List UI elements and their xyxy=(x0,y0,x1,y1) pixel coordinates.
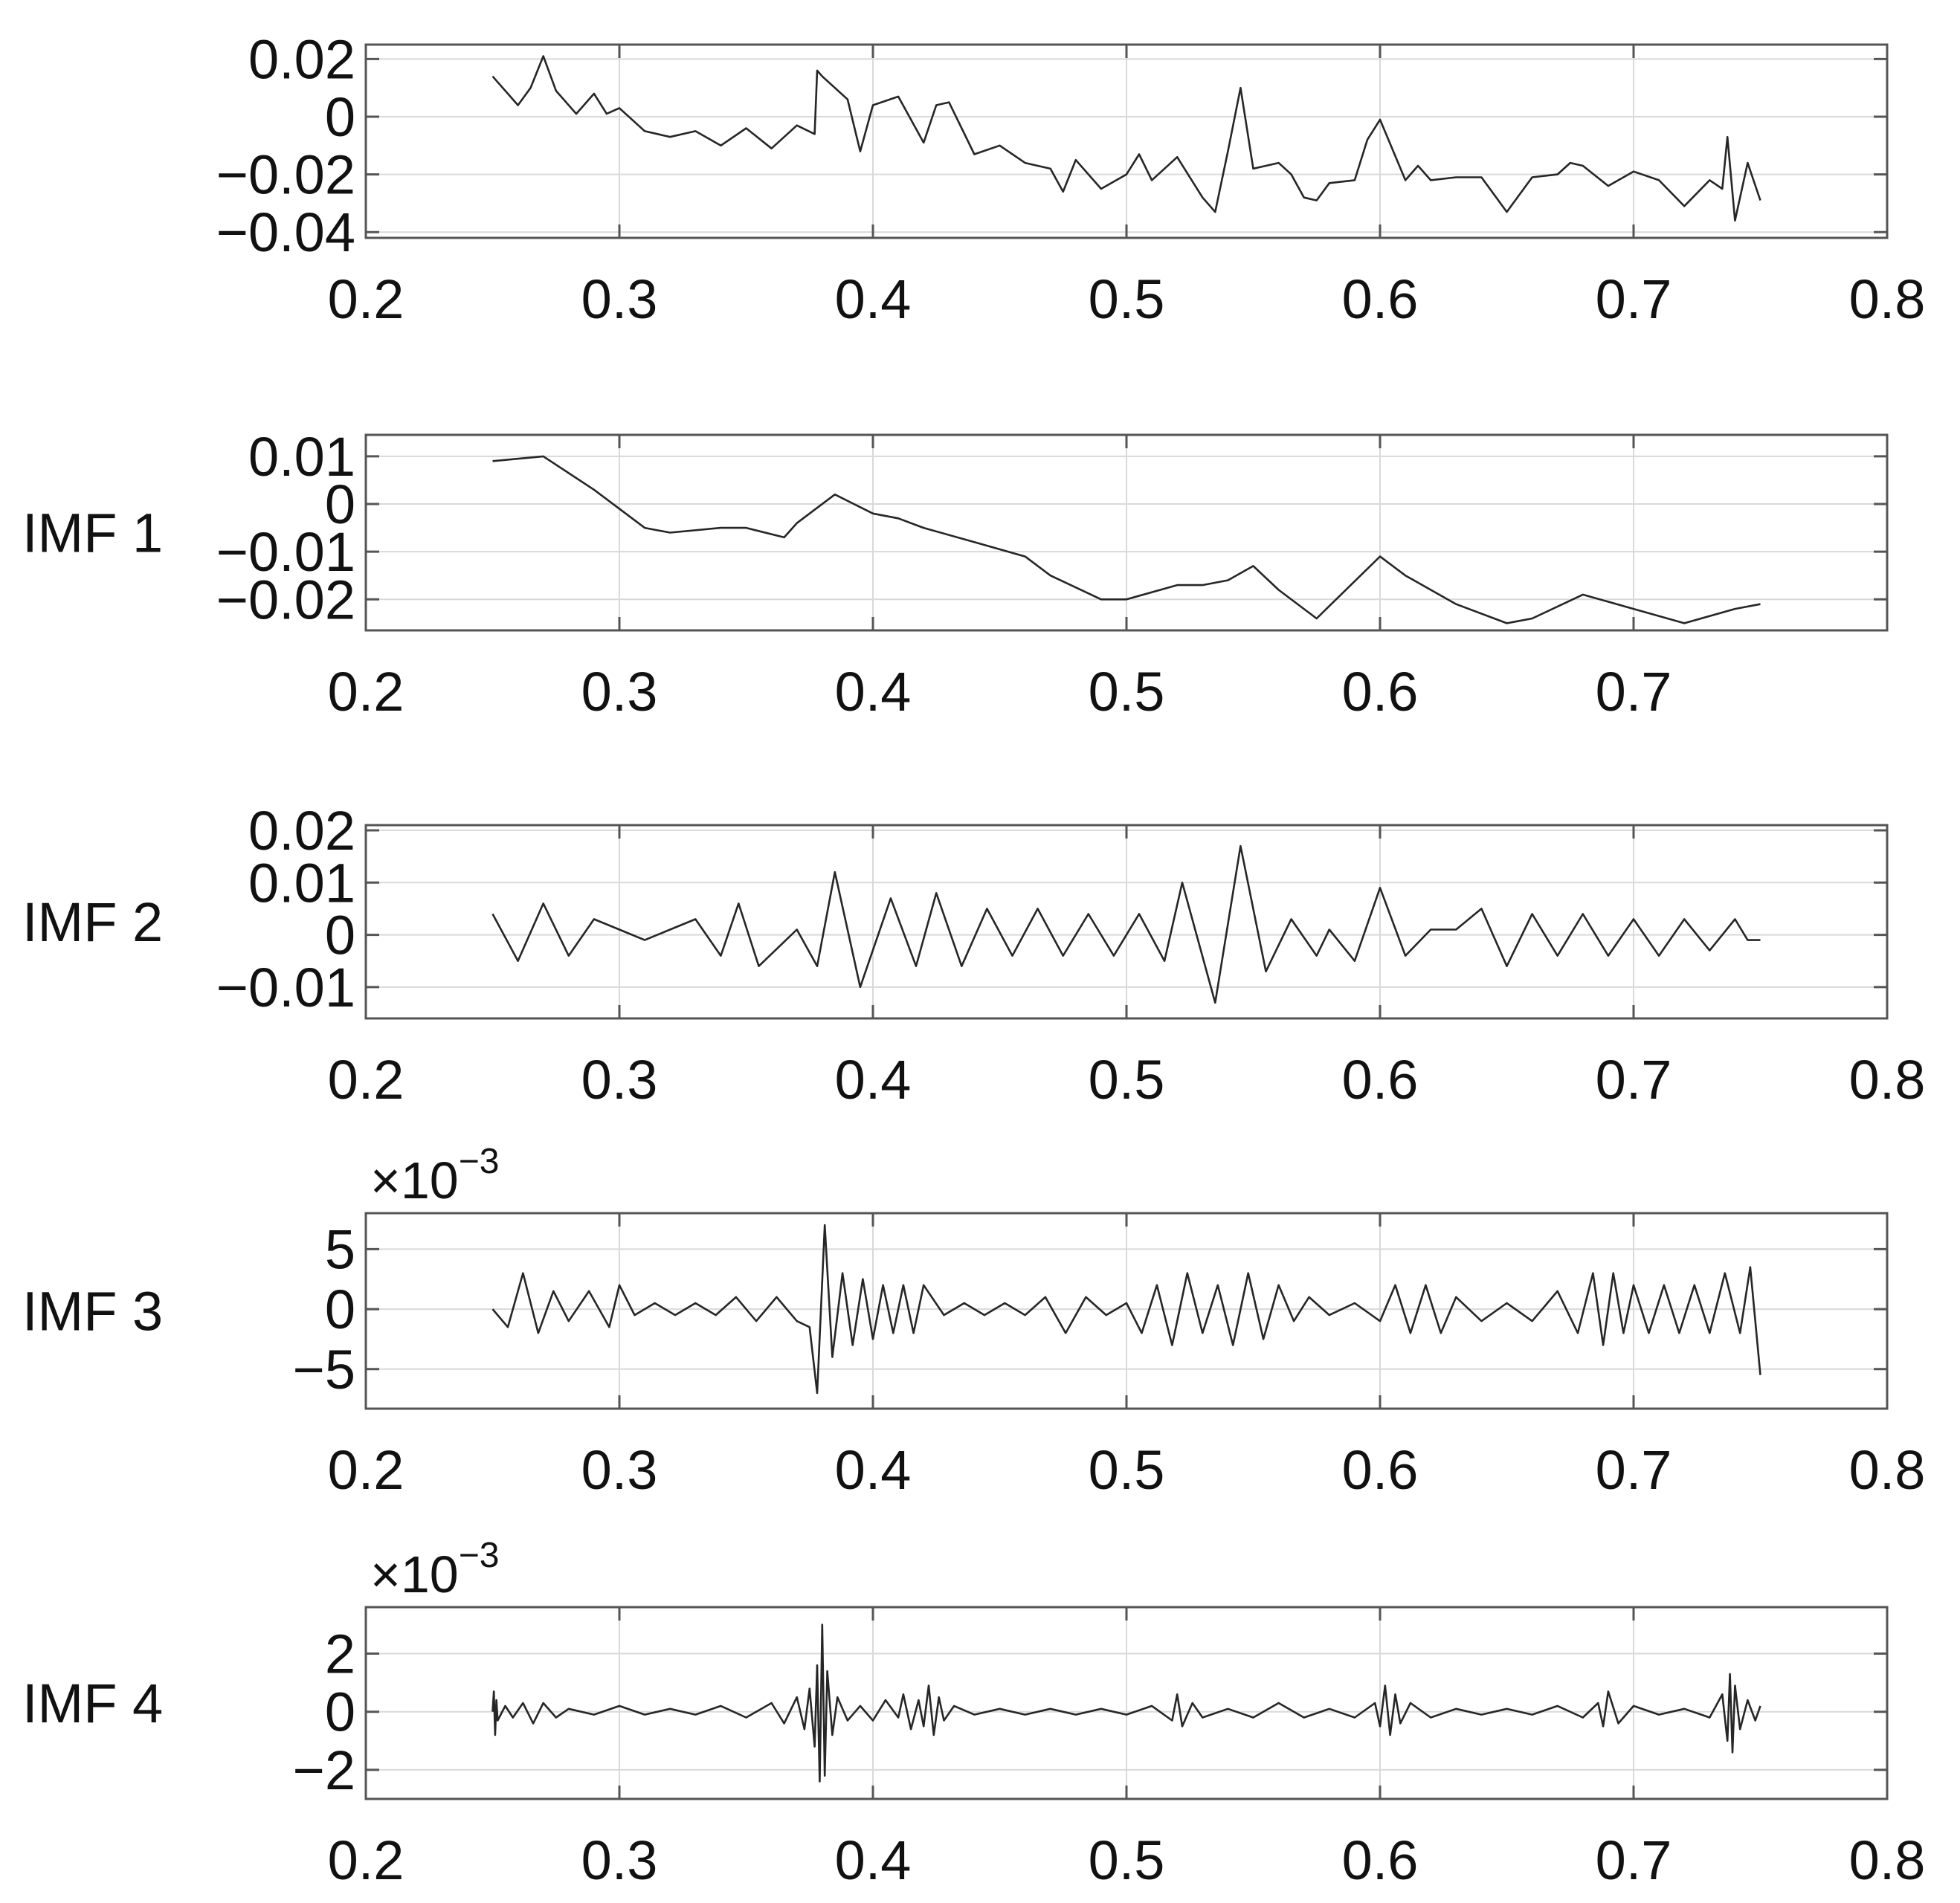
x-tick-label: 0.2 xyxy=(328,661,404,723)
x-tick-label: 0.3 xyxy=(581,1439,658,1501)
x-tick-label: 0.6 xyxy=(1342,1439,1419,1501)
y-axis-label: IMF 2 xyxy=(22,891,163,953)
y-tick-label: −0.01 xyxy=(216,521,355,583)
y-tick-label: 0 xyxy=(325,1279,355,1340)
x-tick-label: 0.5 xyxy=(1089,1829,1165,1891)
x-tick-label: 0.7 xyxy=(1596,1439,1672,1501)
x-tick-label: 0.5 xyxy=(1089,1049,1165,1111)
x-tick-label: 0.7 xyxy=(1596,268,1672,330)
y-tick-label: 0 xyxy=(325,905,355,966)
x-tick-label: 0.6 xyxy=(1342,1049,1419,1111)
y-tick-label: 2 xyxy=(325,1623,355,1685)
x-tick-label: 0.4 xyxy=(835,1439,912,1501)
x-tick-label: 0.4 xyxy=(835,268,912,330)
series-line-1-1 xyxy=(491,55,1761,222)
subplot-5: 0.2 0.3 0.4 0.5 0.6 0.7 0.8 20−2 IMF 4 ×10−3 xyxy=(22,1536,1925,1891)
y-tick-label: −0.02 xyxy=(216,144,355,206)
x-tick-label: 0.5 xyxy=(1089,661,1165,723)
x-tick-label: 0.3 xyxy=(581,268,658,330)
x-tick-label: 0.6 xyxy=(1342,661,1419,723)
axis-exponent-label: ×10−3 xyxy=(370,1536,499,1603)
x-tick-label: 0.3 xyxy=(581,661,658,723)
subplot-4: 0.2 0.3 0.4 0.5 0.6 0.7 0.8 50−5 IMF 3 ×10−3 xyxy=(22,1142,1925,1501)
y-tick-label: −5 xyxy=(293,1339,355,1400)
series-line-2-1 xyxy=(492,455,1761,624)
x-tick-label: 0.2 xyxy=(328,268,404,330)
x-tick-label: 0.7 xyxy=(1596,1049,1672,1111)
y-tick-label: 5 xyxy=(325,1218,355,1280)
series-line-5-1 xyxy=(491,1623,1761,1783)
x-tick-label: 0.6 xyxy=(1342,1829,1419,1891)
series-line-3-1 xyxy=(491,844,1761,1004)
axis-exponent-label: ×10−3 xyxy=(370,1142,499,1209)
x-tick-label: 0.5 xyxy=(1089,268,1165,330)
x-tick-label: 0.4 xyxy=(835,1829,912,1891)
x-tick-label: 0.3 xyxy=(581,1049,658,1111)
y-tick-label: 0.02 xyxy=(248,800,355,862)
x-tick-label: 0.7 xyxy=(1596,661,1672,723)
x-tick-label: 0.4 xyxy=(835,661,912,723)
y-axis-label: IMF 1 xyxy=(22,503,163,564)
y-tick-label: 0 xyxy=(325,86,355,148)
x-tick-label: 0.2 xyxy=(328,1829,404,1891)
x-tick-label: 0.6 xyxy=(1342,268,1419,330)
y-axis-label: IMF 3 xyxy=(22,1281,163,1343)
y-tick-label: 0 xyxy=(325,1681,355,1743)
subplot-2: 0.2 0.3 0.4 0.5 0.6 0.7 0.010−0.01−0.02 IMF 1 xyxy=(22,426,1889,723)
x-tick-label: 0.7 xyxy=(1596,1829,1672,1891)
y-tick-label: −2 xyxy=(293,1739,355,1801)
x-tick-label: 0.5 xyxy=(1089,1439,1165,1501)
y-tick-label: 0 xyxy=(325,474,355,535)
y-tick-label: −0.02 xyxy=(216,569,355,630)
series-line-4-1 xyxy=(491,1224,1761,1395)
x-tick-label: 0.8 xyxy=(1849,1829,1926,1891)
x-tick-label: 0.8 xyxy=(1849,1049,1926,1111)
subplot-3: 0.2 0.3 0.4 0.5 0.6 0.7 0.8 0.020.010−0.01 IMF 2 xyxy=(22,800,1925,1111)
x-tick-label: 0.8 xyxy=(1849,268,1926,330)
y-tick-label: −0.01 xyxy=(216,957,355,1018)
y-tick-label: 0.02 xyxy=(248,28,355,90)
y-axis-label: IMF 4 xyxy=(22,1673,163,1734)
x-tick-label: 0.2 xyxy=(328,1049,404,1111)
y-tick-label: 0.01 xyxy=(248,426,355,488)
x-tick-label: 0.2 xyxy=(328,1439,404,1501)
subplot-1: 0.2 0.3 0.4 0.5 0.6 0.7 0.8 0.020−0.02−0.04 xyxy=(216,28,1926,330)
x-tick-label: 0.3 xyxy=(581,1829,658,1891)
x-tick-label: 0.4 xyxy=(835,1049,912,1111)
y-tick-label: −0.04 xyxy=(216,201,355,263)
y-tick-label: 0.01 xyxy=(248,852,355,914)
x-tick-label: 0.8 xyxy=(1849,1439,1926,1501)
